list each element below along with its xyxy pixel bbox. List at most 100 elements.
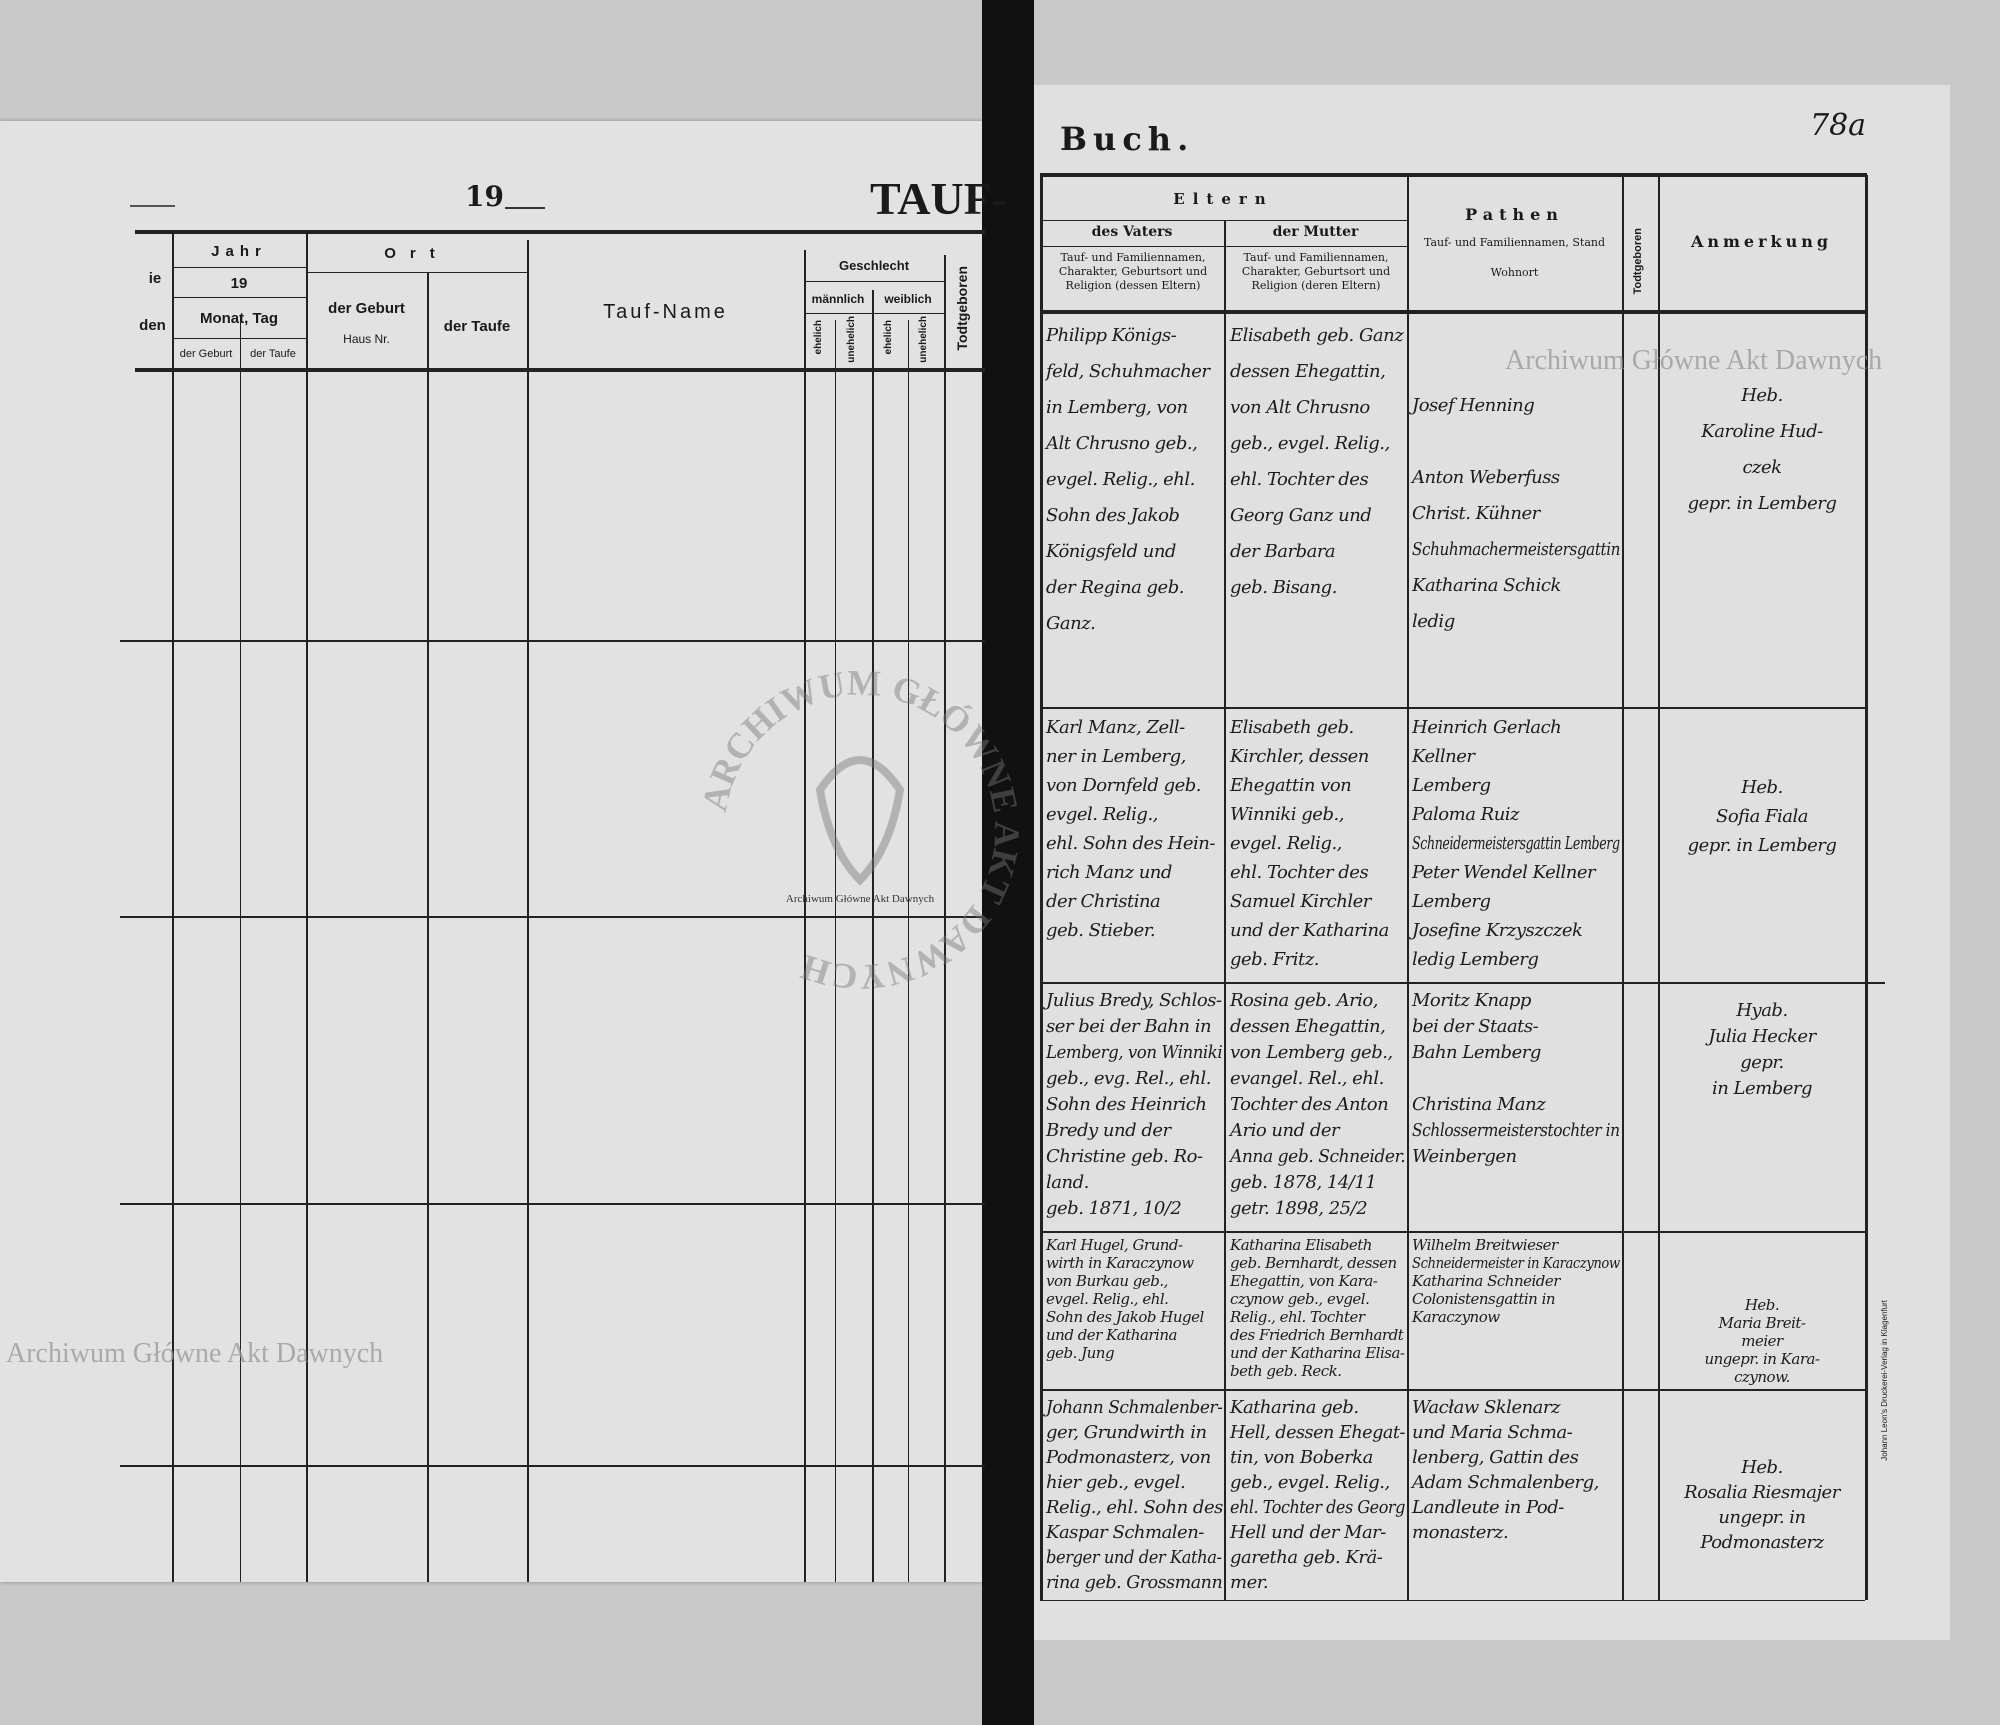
handwritten-line: Karl Manz, Zell- xyxy=(1046,717,1185,738)
handwritten-line: gepr. in Lemberg xyxy=(1687,835,1837,856)
header-pathen: Pathen xyxy=(1465,205,1564,224)
handwritten-line: Katharina geb. xyxy=(1230,1397,1359,1418)
handwritten-line: Maria Breit- xyxy=(1718,1314,1806,1332)
handwritten-line: ehl. Tochter des xyxy=(1230,862,1369,883)
handwritten-line: Karl Hugel, Grund- xyxy=(1046,1236,1183,1254)
entry-anmerkung-cell: Heb. Karoline Hud-czek gepr. in Lemberg xyxy=(1662,378,1862,522)
header-mutter-desc: Tauf- und Familiennamen, Charakter, Gebu… xyxy=(1241,251,1391,292)
handwritten-line: von Dornfeld geb. xyxy=(1046,775,1202,796)
handwritten-line: Lemberg xyxy=(1412,775,1491,796)
handwritten-line: Relig., ehl. Sohn des xyxy=(1046,1497,1223,1518)
handwritten-line: Christina Manz xyxy=(1412,1094,1546,1115)
handwritten-line: Karaczynow xyxy=(1412,1308,1500,1326)
handwritten-line: Sohn des Jakob Hugel xyxy=(1046,1308,1204,1326)
header-ort-taufe: der Taufe xyxy=(443,318,511,335)
handwritten-line: Podmonasterz, von xyxy=(1046,1447,1211,1468)
header-vater-desc: Tauf- und Familiennamen, Charakter, Gebu… xyxy=(1058,251,1208,292)
entry-anmerkung-cell: Hyab. Julia Hecker gepr. in Lemberg xyxy=(1662,998,1862,1102)
handwritten-line: Hyab. xyxy=(1736,1000,1788,1021)
entry-pathen-cell: Heinrich Gerlach Kellner Lemberg Paloma Rui… xyxy=(1412,713,1620,974)
printer-note: Johann Leon's Druckerei-Verlag in Klagen… xyxy=(1880,1300,1889,1461)
handwritten-line: Wacław Sklenarz xyxy=(1412,1397,1561,1418)
entry-mutter-cell: Elisabeth geb. Kirchler, dessen Ehegattin … xyxy=(1230,713,1405,974)
handwritten-line: von Lemberg geb., xyxy=(1230,1042,1393,1063)
handwritten-line: Josefine Krzyszczek xyxy=(1412,920,1583,941)
header-des-vaters: des Vaters xyxy=(1091,224,1173,240)
handwritten-line: Heb. xyxy=(1741,385,1783,406)
handwritten-line: Heb. xyxy=(1741,1457,1783,1478)
handwritten-line: ungepr. in xyxy=(1718,1507,1806,1528)
handwritten-line: in Lemberg xyxy=(1711,1078,1813,1099)
entry-pathen-cell: Josef Henning Anton Weberfuss Christ. Küh… xyxy=(1412,388,1620,640)
handwritten-line: geb. Bernhardt, dessen xyxy=(1230,1254,1397,1272)
entry-pathen-cell: Wilhelm Breitwieser Schneidermeister in K… xyxy=(1412,1236,1620,1326)
handwritten-line: Alt Chrusno geb., xyxy=(1046,433,1198,454)
handwritten-line: und der Katharina xyxy=(1046,1326,1177,1344)
entry-mutter-cell: Elisabeth geb. Ganz dessen Ehegattin, von … xyxy=(1230,318,1405,606)
handwritten-line: Sofia Fiala xyxy=(1715,806,1809,827)
handwritten-line: evgel. Relig., xyxy=(1046,804,1158,825)
cut-col-bottom: den xyxy=(139,317,166,334)
eagle-emblem-icon xyxy=(815,756,905,886)
handwritten-line: und der Katharina Elisa- xyxy=(1230,1344,1405,1362)
header-ort-geburt: der Geburt xyxy=(328,300,405,317)
handwritten-line: Peter Wendel Kellner xyxy=(1412,862,1596,883)
handwritten-line: feld, Schuhmacher xyxy=(1046,361,1210,382)
header-maennlich: männlich xyxy=(811,292,865,306)
header-pathen-desc: Tauf- und Familiennamen, Stand xyxy=(1423,236,1606,249)
handwritten-line: bei der Staats- xyxy=(1412,1016,1539,1037)
handwritten-line: der Barbara xyxy=(1230,541,1336,562)
header-der-mutter: der Mutter xyxy=(1272,224,1359,240)
handwritten-line: Julius Bredy, Schlos- xyxy=(1046,990,1222,1011)
handwritten-line: Katharina Schick xyxy=(1412,575,1561,596)
stamp-ring-text: ARCHIWUM GŁÓWNE AKT DAWNYCH xyxy=(694,663,1027,998)
handwritten-line: Heinrich Gerlach xyxy=(1412,717,1562,738)
handwritten-line: czynow geb., evgel. xyxy=(1230,1290,1370,1308)
handwritten-line: Sohn des Jakob xyxy=(1046,505,1180,526)
handwritten-line: Rosalia Riesmajer xyxy=(1684,1482,1840,1503)
buch-title: Buch. xyxy=(1060,120,1195,158)
handwritten-line: geb. Stieber. xyxy=(1046,920,1156,941)
handwritten-line: geb. 1878, 14/11 xyxy=(1230,1172,1377,1193)
header-jahr: Jahr xyxy=(211,243,267,260)
handwritten-line: Relig., ehl. Tochter xyxy=(1230,1308,1365,1326)
handwritten-line: ser bei der Bahn in xyxy=(1046,1016,1212,1037)
archive-stamp: ARCHIWUM GŁÓWNE AKT DAWNYCH Archiwum Głó… xyxy=(694,663,1027,998)
handwritten-line: Ehegattin, von Kara- xyxy=(1230,1272,1378,1290)
handwritten-line: mer. xyxy=(1230,1572,1269,1593)
handwritten-line: ungepr. in Kara- xyxy=(1704,1350,1820,1368)
handwritten-line: Johann Schmalenber- xyxy=(1046,1397,1223,1418)
year-blank-line xyxy=(505,207,545,209)
handwritten-line: und der Katharina xyxy=(1230,920,1389,941)
entry-vater-cell: Karl Hugel, Grund-wirth in Karaczynow von… xyxy=(1046,1236,1222,1362)
handwritten-line: Schneidermeistersgattin Lemberg xyxy=(1412,833,1620,854)
handwritten-line: Katharina Schneider xyxy=(1412,1272,1560,1290)
handwritten-line: monasterz. xyxy=(1412,1522,1509,1543)
header-ort: Ort xyxy=(384,245,449,262)
handwritten-line: in Lemberg, von xyxy=(1046,397,1188,418)
header-der-geburt-date: der Geburt xyxy=(179,348,233,360)
handwritten-line: Karoline Hud- xyxy=(1701,421,1823,442)
handwritten-line: evgel. Relig., xyxy=(1230,833,1342,854)
handwritten-line: wirth in Karaczynow xyxy=(1046,1254,1194,1272)
handwritten-line: Elisabeth geb. Ganz xyxy=(1230,325,1404,346)
handwritten-line: Schneidermeister in Karaczynow xyxy=(1412,1254,1620,1272)
book-gutter xyxy=(982,0,1034,1725)
handwritten-line: Georg Ganz und xyxy=(1230,505,1372,526)
handwritten-line: und Maria Schma- xyxy=(1412,1422,1573,1443)
entry-vater-cell: Karl Manz, Zell-ner in Lemberg, von Dornf… xyxy=(1046,713,1222,945)
handwritten-line: Ganz. xyxy=(1046,613,1096,634)
handwritten-line: Katharina Elisabeth xyxy=(1230,1236,1372,1254)
stamp-small-text: Archiwum Główne Akt Dawnych xyxy=(786,893,935,905)
handwritten-line: Schlossermeisterstochter in xyxy=(1412,1120,1620,1141)
handwritten-line: hier geb., evgel. xyxy=(1046,1472,1186,1493)
entry-pathen-cell: Wacław Sklenarz und Maria Schma-lenberg, … xyxy=(1412,1395,1620,1545)
handwritten-line: Heb. xyxy=(1744,1296,1780,1314)
handwritten-line: geb., evgel. Relig., xyxy=(1230,1472,1390,1493)
handwritten-line: Podmonasterz xyxy=(1700,1532,1824,1553)
handwritten-line: von Alt Chrusno xyxy=(1230,397,1370,418)
handwritten-line: Samuel Kirchler xyxy=(1230,891,1371,912)
handwritten-line: Ehegattin von xyxy=(1230,775,1352,796)
handwritten-line: ehl. Tochter des Georg xyxy=(1230,1497,1405,1518)
entry-vater-cell: Johann Schmalenber-ger, Grundwirth in Pod… xyxy=(1046,1395,1223,1595)
